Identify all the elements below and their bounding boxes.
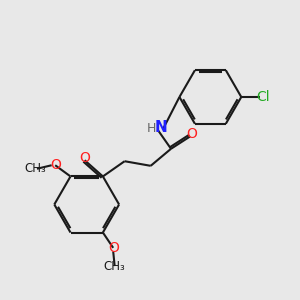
Text: O: O: [50, 158, 61, 172]
Text: Cl: Cl: [256, 90, 270, 104]
Text: H: H: [146, 122, 156, 134]
Text: CH₃: CH₃: [104, 260, 125, 273]
Text: N: N: [154, 120, 167, 135]
Text: O: O: [79, 151, 90, 165]
Text: CH₃: CH₃: [25, 162, 46, 175]
Text: O: O: [186, 127, 197, 141]
Text: O: O: [108, 241, 118, 255]
